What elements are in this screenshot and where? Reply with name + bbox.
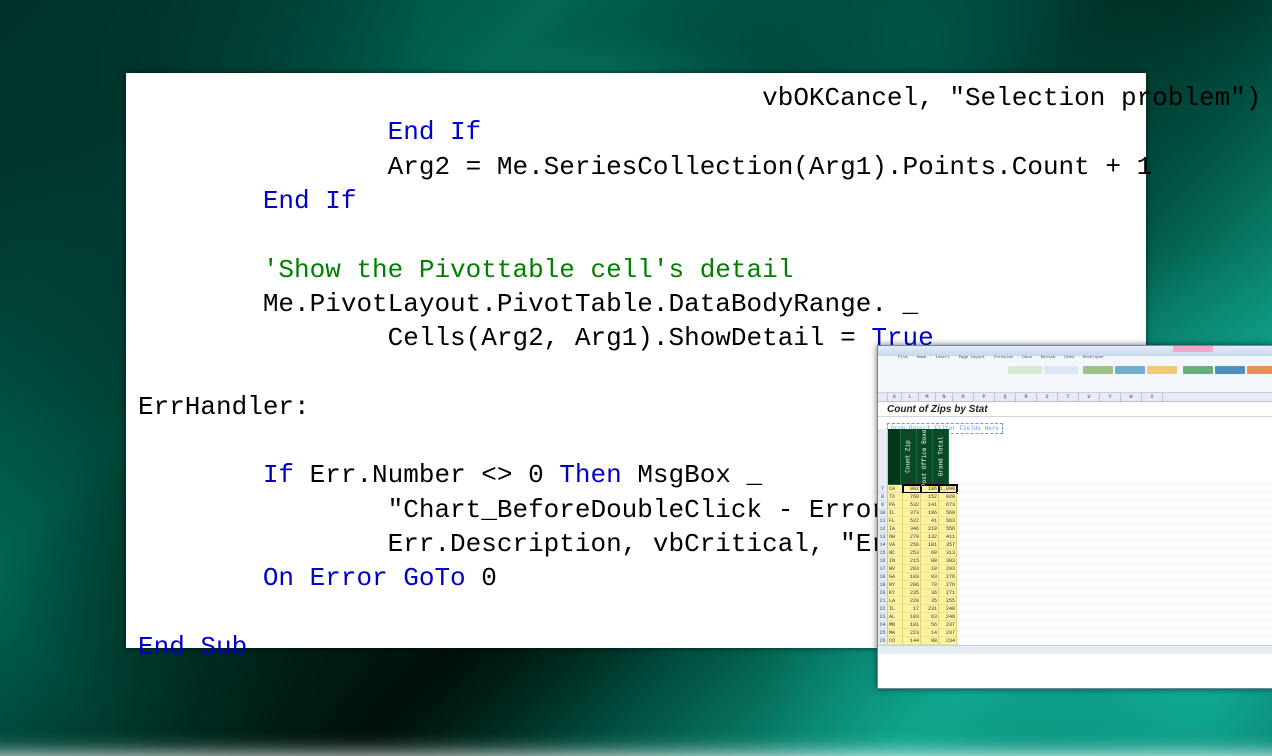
ribbon-tab[interactable]: Page Layout xyxy=(959,356,985,360)
pivot-row[interactable]: 19NY20670276 xyxy=(878,581,1272,589)
pivot-row[interactable]: 7CA9021861,090 xyxy=(878,485,1272,493)
ribbon-tab[interactable]: Data xyxy=(1022,356,1032,360)
pivot-row[interactable]: 12IA346210556 xyxy=(878,525,1272,533)
column-header[interactable]: V xyxy=(1100,393,1121,401)
pivot-row[interactable]: 9PA532141673 xyxy=(878,501,1272,509)
pivot-row[interactable]: 10IL373196569 xyxy=(878,509,1272,517)
column-header[interactable]: S xyxy=(1037,393,1058,401)
ribbon-tab[interactable]: Home xyxy=(917,356,927,360)
column-header[interactable]: X xyxy=(1142,393,1163,401)
pivot-row[interactable]: 22IL17231248 xyxy=(878,605,1272,613)
ribbon-tab[interactable]: Insert xyxy=(935,356,949,360)
column-header[interactable]: O xyxy=(953,393,974,401)
pivot-row[interactable]: 18GA18393276 xyxy=(878,573,1272,581)
ribbon-tab[interactable]: Review xyxy=(1041,356,1055,360)
pivot-column-headers[interactable]: Count ZipPost Office BoxesGrand Total xyxy=(878,429,1272,485)
column-header[interactable]: L xyxy=(902,393,919,401)
column-header[interactable]: K xyxy=(888,393,902,401)
pivot-row[interactable]: 16IN21588303 xyxy=(878,557,1272,565)
excel-ribbon[interactable]: File Home Insert Page Layout Formulas Data Rev… xyxy=(878,356,1272,393)
column-header[interactable]: R xyxy=(1016,393,1037,401)
column-header[interactable]: P xyxy=(974,393,995,401)
pivot-row[interactable]: 21LA22035255 xyxy=(878,597,1272,605)
pivot-row[interactable]: 23AL18363246 xyxy=(878,613,1272,621)
pivot-row[interactable]: 15NC25360313 xyxy=(878,549,1272,557)
ribbon-tab[interactable]: Formulas xyxy=(994,356,1013,360)
pivot-filter-drop-zone[interactable]: Drop Report Filter Fields Here xyxy=(878,417,1272,429)
pivot-row[interactable]: 24MN18156237 xyxy=(878,621,1272,629)
ribbon-tab[interactable]: File xyxy=(898,356,908,360)
pivot-row[interactable]: 20KY23536271 xyxy=(878,589,1272,597)
column-header[interactable]: N xyxy=(936,393,953,401)
ribbon-tab[interactable]: View xyxy=(1064,356,1074,360)
pivot-row[interactable]: 17WV28310293 xyxy=(878,565,1272,573)
column-header[interactable]: U xyxy=(1079,393,1100,401)
column-header[interactable]: T xyxy=(1058,393,1079,401)
column-header[interactable] xyxy=(878,393,888,401)
pivot-row[interactable]: 11FL52241563 xyxy=(878,517,1272,525)
pivot-row[interactable]: 14VA256101357 xyxy=(878,541,1272,549)
sheet-title-cell[interactable]: Count of Zips by Stat xyxy=(878,402,1272,417)
sheet-title-text: Count of Zips by Stat xyxy=(887,404,988,415)
pivot-row[interactable]: 13OH279132411 xyxy=(878,533,1272,541)
contextual-tab-highlight xyxy=(1173,346,1213,352)
column-headers[interactable]: KLMNOPQRSTUVWX xyxy=(878,393,1272,402)
column-header[interactable]: M xyxy=(919,393,936,401)
excel-scrollbar[interactable] xyxy=(878,645,1272,654)
pivot-data-grid[interactable]: 7CA9021861,0908TX7681529209PA53214167310… xyxy=(878,485,1272,645)
pivot-row[interactable]: 26CO14490234 xyxy=(878,637,1272,645)
ribbon-tab[interactable]: Developer xyxy=(1083,356,1105,360)
column-header[interactable]: Q xyxy=(995,393,1016,401)
pivot-row[interactable]: 25MA22314237 xyxy=(878,629,1272,637)
excel-titlebar[interactable] xyxy=(878,346,1272,356)
column-header[interactable]: W xyxy=(1121,393,1142,401)
excel-window[interactable]: File Home Insert Page Layout Formulas Data Rev… xyxy=(877,345,1272,689)
pivot-row[interactable]: 8TX768152920 xyxy=(878,493,1272,501)
ribbon-tabs[interactable]: File Home Insert Page Layout Formulas Data Rev… xyxy=(898,356,1104,360)
